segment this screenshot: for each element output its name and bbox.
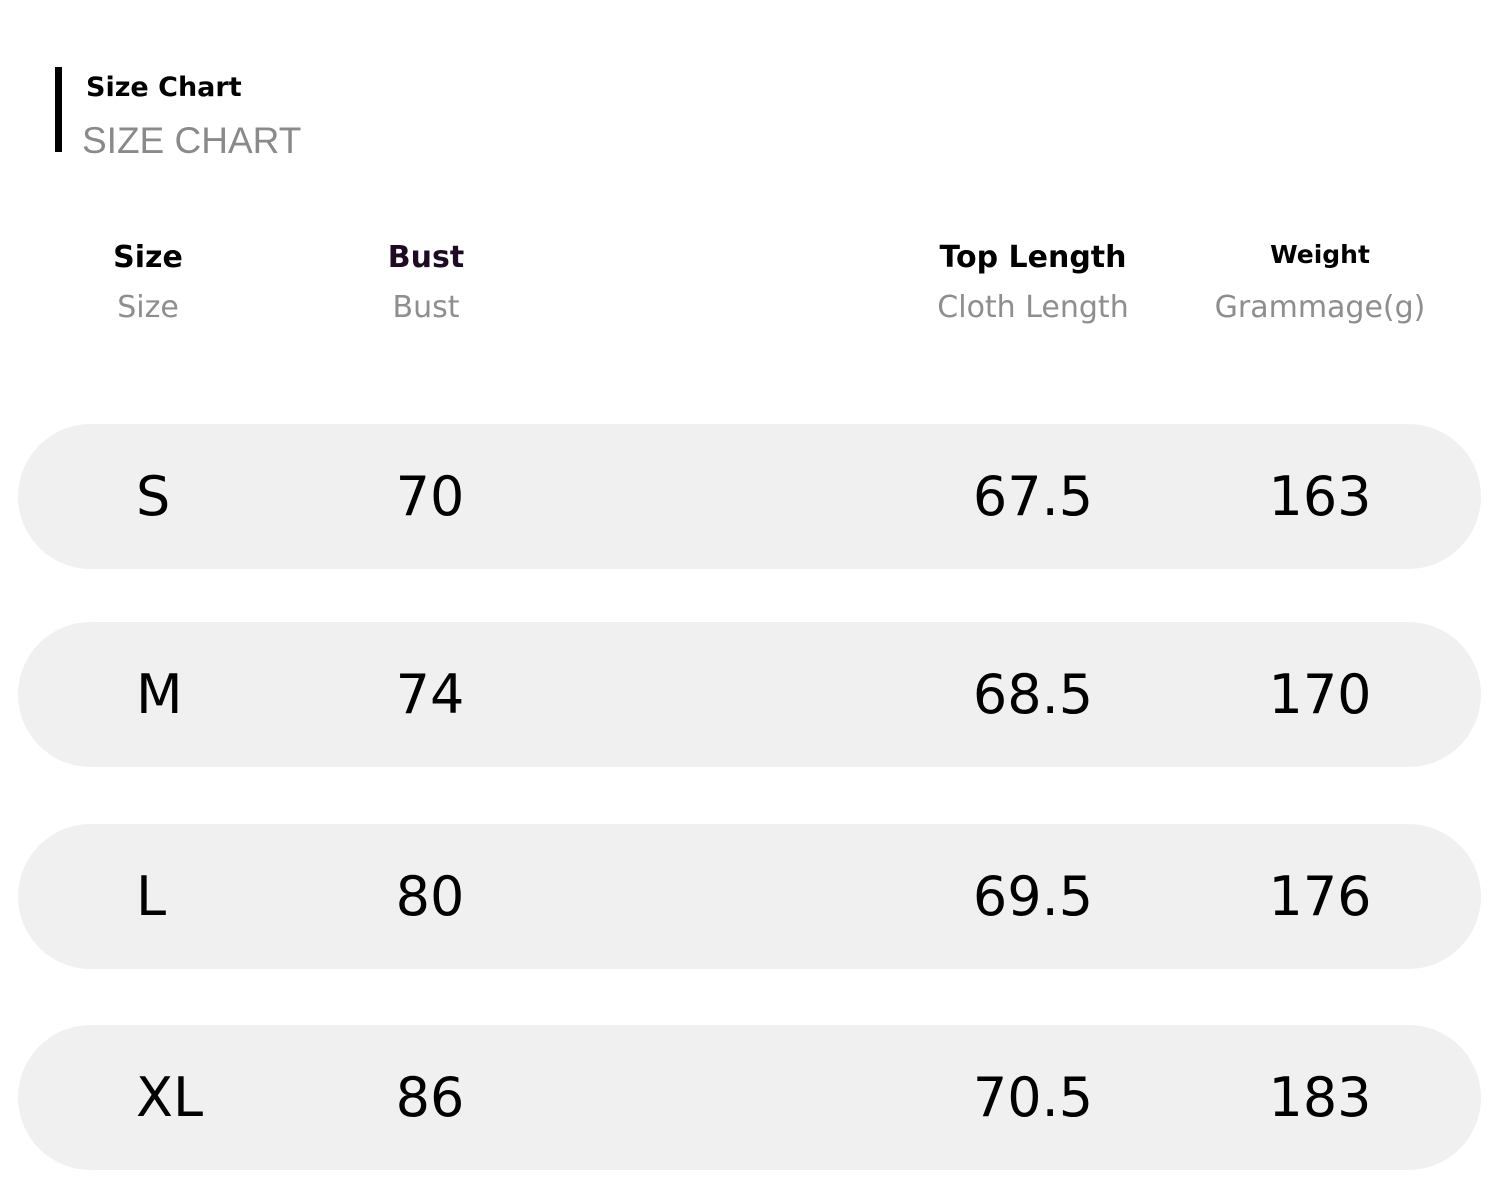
bust-cell: 74: [395, 663, 465, 726]
header-weight: Weight Grammage(g): [1215, 240, 1426, 325]
size-cell: L: [136, 865, 167, 928]
table-row: M 74 68.5 170: [18, 622, 1481, 767]
bust-cell: 86: [395, 1066, 465, 1129]
title-accent-bar: [55, 67, 62, 152]
top-length-cell: 70.5: [972, 1066, 1094, 1129]
page-title: Size Chart: [86, 72, 242, 103]
header-bust: Bust Bust: [388, 240, 464, 325]
table-row: XL 86 70.5 183: [18, 1025, 1481, 1170]
size-cell: XL: [136, 1066, 204, 1129]
table-row: S 70 67.5 163: [18, 424, 1481, 569]
top-length-cell: 68.5: [972, 663, 1094, 726]
header-sublabel: Grammage(g): [1214, 290, 1426, 325]
size-cell: S: [136, 465, 171, 528]
header-top-length: Top Length Cloth Length: [937, 240, 1128, 325]
size-cell: M: [136, 663, 183, 726]
weight-cell: 163: [1268, 465, 1372, 528]
bust-cell: 80: [395, 865, 465, 928]
top-length-cell: 69.5: [972, 865, 1094, 928]
header-size: Size Size: [113, 240, 183, 325]
bust-cell: 70: [395, 465, 465, 528]
header-sublabel: Bust: [392, 290, 460, 325]
header-label: Bust: [387, 240, 465, 275]
header-label: Size: [113, 240, 183, 275]
weight-cell: 183: [1268, 1066, 1372, 1129]
header-sublabel: Size: [117, 290, 179, 325]
top-length-cell: 67.5: [972, 465, 1094, 528]
weight-cell: 176: [1268, 865, 1372, 928]
table-row: L 80 69.5 176: [18, 824, 1481, 969]
header-sublabel: Cloth Length: [937, 290, 1129, 325]
header-label: Weight: [1270, 240, 1370, 269]
weight-cell: 170: [1268, 663, 1372, 726]
header-label: Top Length: [939, 240, 1127, 275]
page-subtitle: SIZE CHART: [82, 120, 302, 161]
